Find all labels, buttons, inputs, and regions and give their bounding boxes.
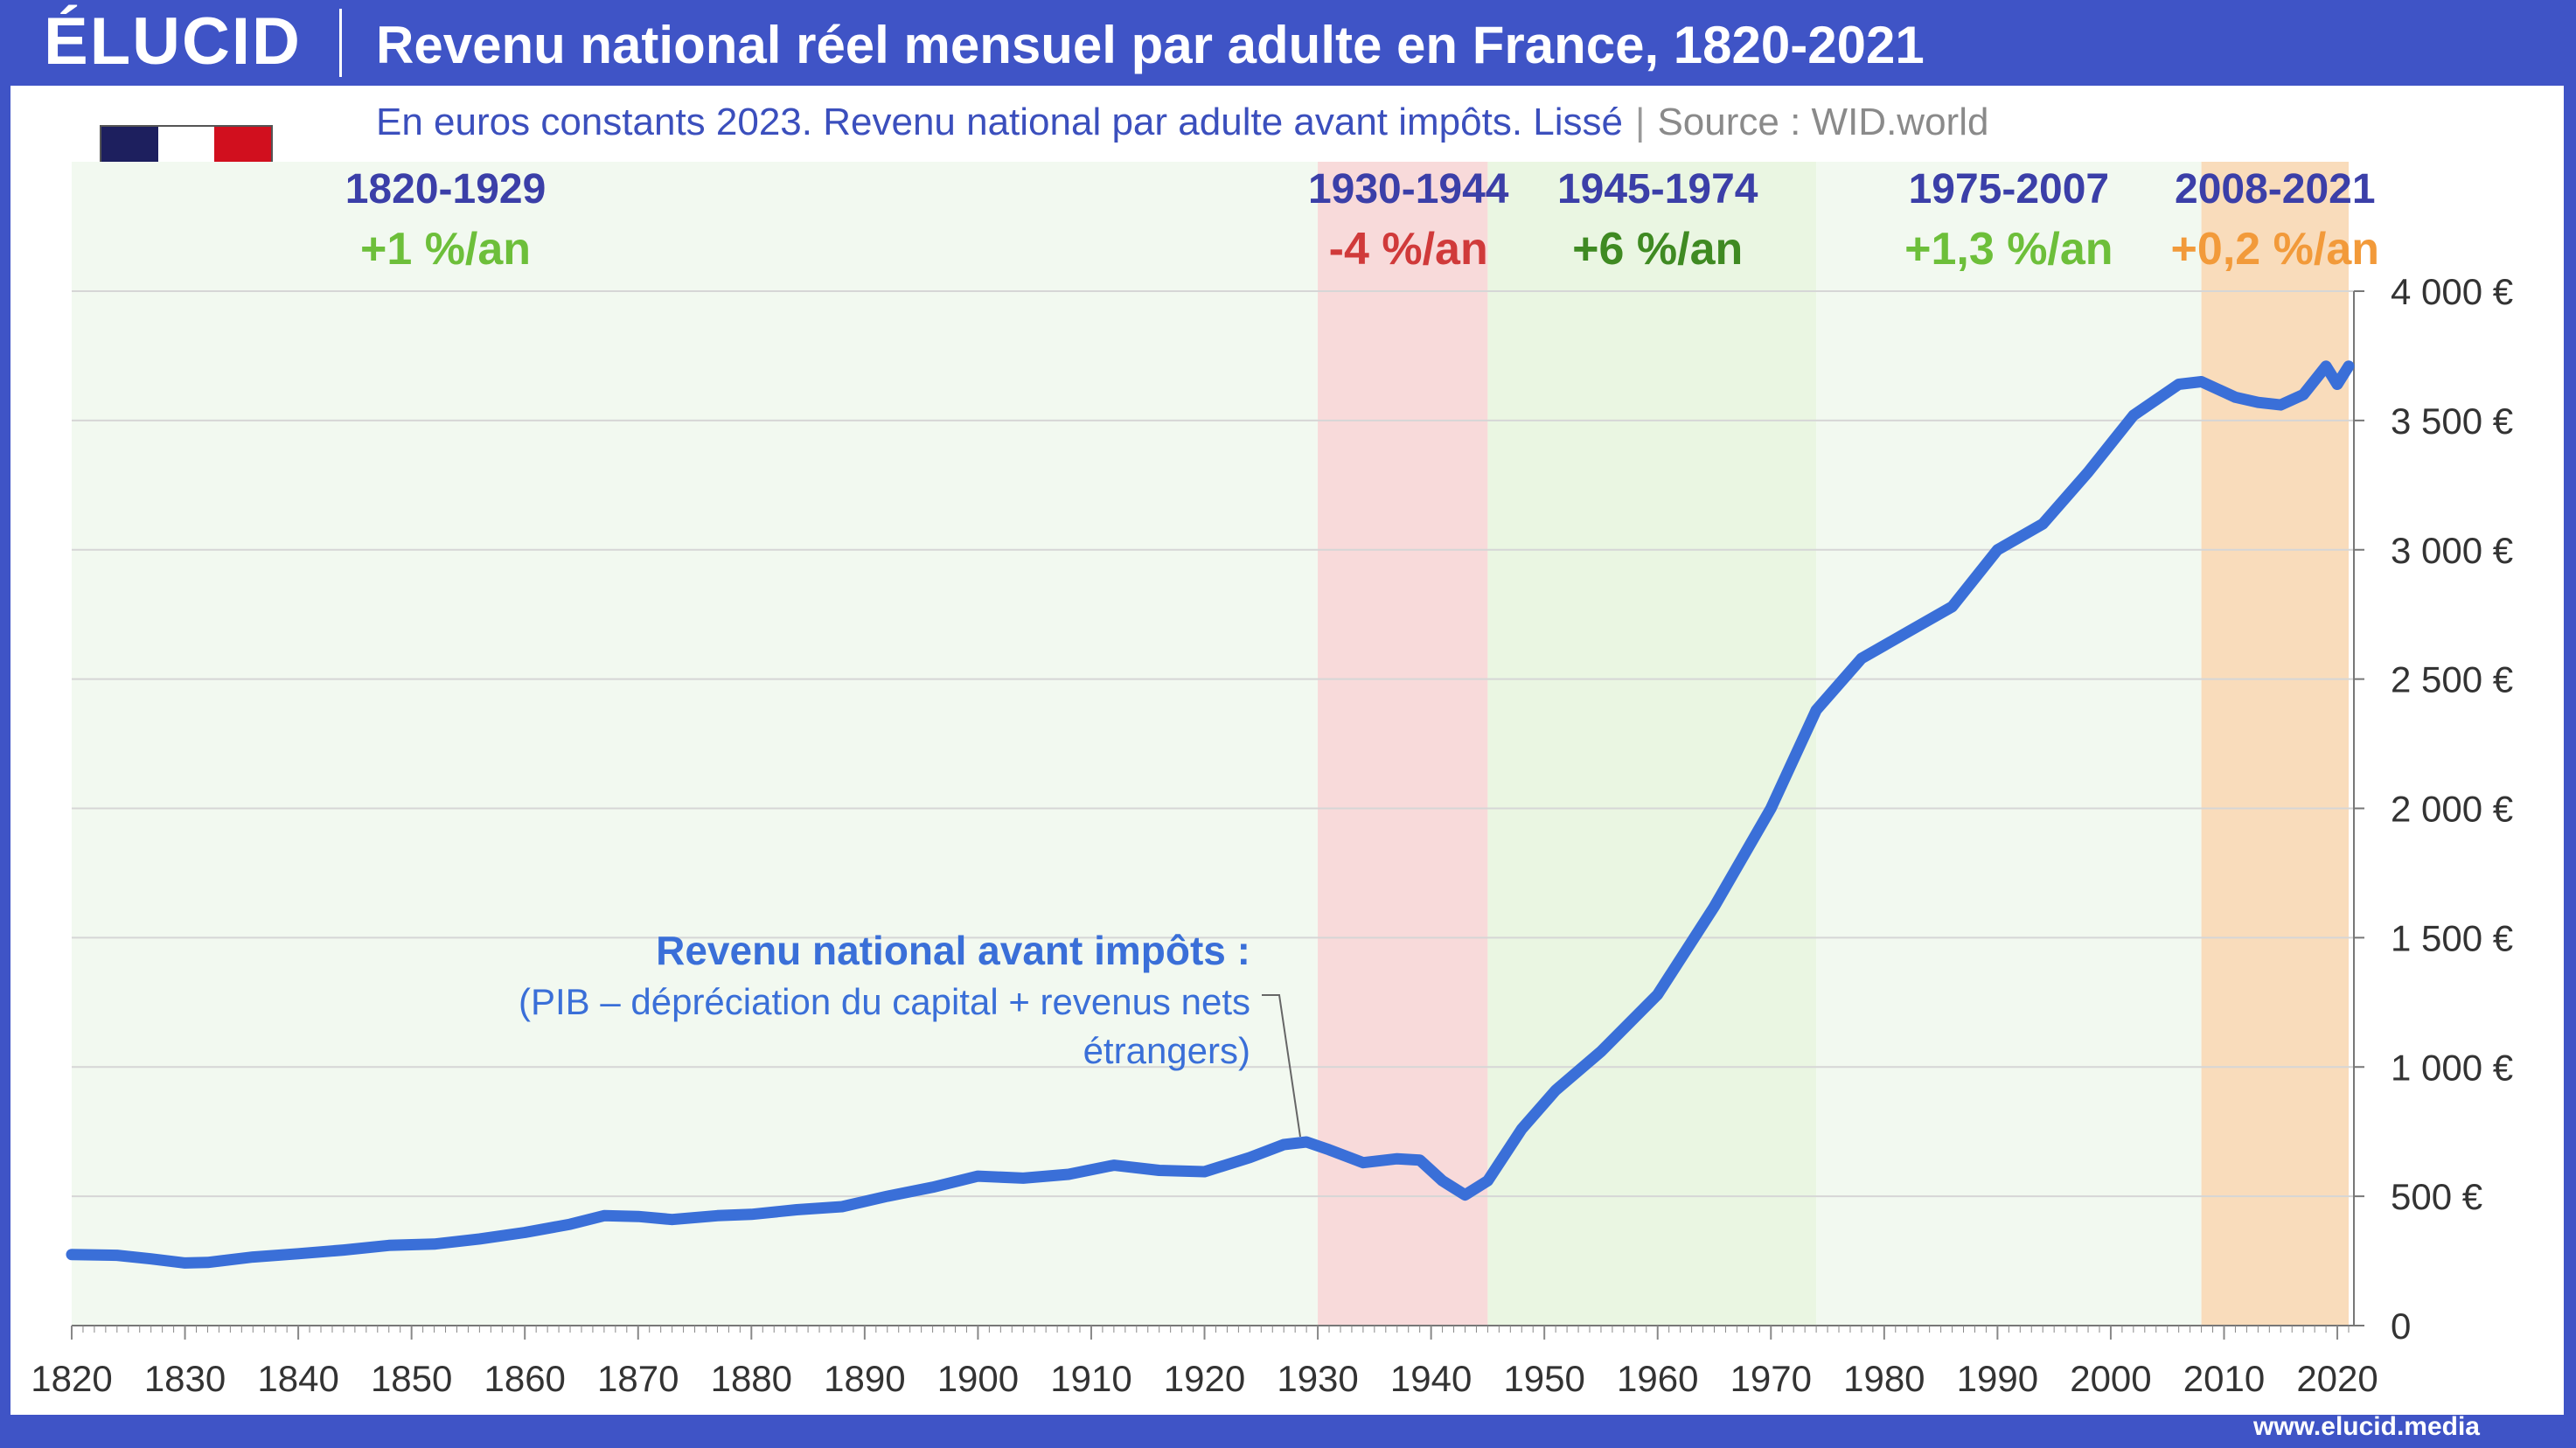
x-tick-label-2: 1840 <box>257 1358 338 1399</box>
y-tick-label-7: 3 500 € <box>2391 400 2513 442</box>
footer-url: www.elucid.media <box>2253 1412 2480 1441</box>
x-tick-label-7: 1890 <box>824 1358 905 1399</box>
x-tick-label-20: 2020 <box>2296 1358 2378 1399</box>
period-rate-2: +6 %/an <box>1572 224 1743 275</box>
period-band-1 <box>1318 162 1488 1326</box>
y-tick-label-3: 1 500 € <box>2391 917 2513 958</box>
x-tick-label-10: 1920 <box>1164 1358 1245 1399</box>
y-tick-label-8: 4 000 € <box>2391 271 2513 312</box>
x-tick-label-1: 1830 <box>144 1358 226 1399</box>
x-tick-label-13: 1950 <box>1503 1358 1584 1399</box>
x-tick-label-18: 2000 <box>2070 1358 2151 1399</box>
x-tick-label-14: 1960 <box>1617 1358 1698 1399</box>
x-tick-label-8: 1900 <box>937 1358 1019 1399</box>
period-band-4 <box>2201 162 2349 1326</box>
period-label-1: 1930-1944 <box>1308 166 1509 212</box>
x-tick-label-5: 1870 <box>597 1358 679 1399</box>
period-rate-4: +0,2 %/an <box>2171 224 2379 275</box>
y-tick-label-2: 1 000 € <box>2391 1047 2513 1088</box>
period-label-3: 1975-2007 <box>1909 166 2110 212</box>
x-tick-label-17: 1990 <box>1957 1358 2038 1399</box>
x-tick-label-12: 1940 <box>1390 1358 1472 1399</box>
chart-subtitle: En euros constants 2023. Revenu national… <box>376 101 1624 143</box>
header-divider <box>339 9 342 77</box>
y-tick-label-5: 2 500 € <box>2391 659 2513 700</box>
chart-source: Source : WID.world <box>1657 101 1989 143</box>
x-tick-label-19: 2010 <box>2183 1358 2265 1399</box>
x-tick-label-4: 1860 <box>484 1358 565 1399</box>
period-band-3 <box>1816 162 2202 1326</box>
period-band-2 <box>1487 162 1817 1326</box>
annotation-leader-line <box>1262 994 1301 1138</box>
chart-title: Revenu national réel mensuel par adulte … <box>376 16 1925 74</box>
period-label-4: 2008-2021 <box>2175 166 2376 212</box>
x-tick-label-0: 1820 <box>31 1358 112 1399</box>
period-rate-0: +1 %/an <box>360 224 531 275</box>
x-tick-label-15: 1970 <box>1730 1358 1812 1399</box>
series-line-revenu-national <box>66 360 2355 1269</box>
y-tick-label-4: 2 000 € <box>2391 789 2513 830</box>
series-note-line-2: étrangers) <box>1083 1030 1250 1071</box>
period-label-0: 1820-1929 <box>345 166 547 212</box>
elucid-logo: ÉLUCID <box>44 4 302 79</box>
chart-subtitle-row: En euros constants 2023. Revenu national… <box>376 96 1988 149</box>
period-label-2: 1945-1974 <box>1557 166 1758 212</box>
x-tick-label-16: 1980 <box>1843 1358 1925 1399</box>
series-note-line-1: (PIB – dépréciation du capital + revenus… <box>519 981 1250 1022</box>
y-tick-label-1: 500 € <box>2391 1176 2482 1217</box>
subtitle-separator: | <box>1635 101 1646 143</box>
y-tick-label-0: 0 <box>2391 1305 2411 1347</box>
x-tick-label-9: 1910 <box>1050 1358 1131 1399</box>
x-tick-label-3: 1850 <box>371 1358 452 1399</box>
x-tick-label-6: 1880 <box>711 1358 792 1399</box>
x-tick-label-11: 1930 <box>1277 1358 1358 1399</box>
period-rate-1: -4 %/an <box>1329 224 1488 275</box>
header: ÉLUCID Revenu national réel mensuel par … <box>0 0 2576 86</box>
y-tick-label-6: 3 000 € <box>2391 530 2513 571</box>
period-band-0 <box>72 162 1319 1326</box>
series-label: Revenu national avant impôts : <box>656 928 1250 973</box>
period-rate-3: +1,3 %/an <box>1904 224 2113 275</box>
